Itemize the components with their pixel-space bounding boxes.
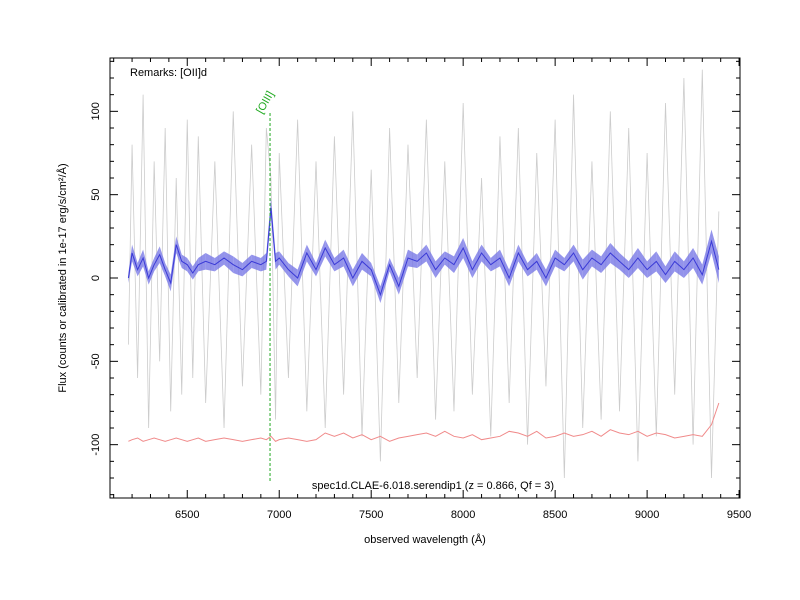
x-tick-label: 8500 xyxy=(543,509,567,521)
error-band xyxy=(674,251,684,278)
error-band xyxy=(362,253,372,277)
y-tick-label: -50 xyxy=(90,353,102,369)
error-band xyxy=(224,251,234,273)
y-tick-label: 50 xyxy=(90,189,102,201)
x-tick-label: 8000 xyxy=(451,509,475,521)
x-tick-label: 7000 xyxy=(267,509,291,521)
error-band xyxy=(334,249,344,272)
error-band xyxy=(490,249,500,272)
error-band xyxy=(582,249,592,280)
error-band xyxy=(555,249,565,272)
error-band xyxy=(288,263,298,287)
error-band xyxy=(601,243,611,273)
error-band xyxy=(233,256,243,277)
x-tick-label: 9500 xyxy=(727,509,751,521)
raw-flux-line xyxy=(127,69,720,479)
x-tick-label: 9000 xyxy=(635,509,659,521)
error-band xyxy=(628,248,638,278)
error-band xyxy=(260,253,267,272)
x-axis-label: observed wavelength (Å) xyxy=(364,533,486,546)
error-band xyxy=(417,244,427,268)
smoothed-flux-line xyxy=(127,207,720,297)
x-tick-label: 7500 xyxy=(359,509,383,521)
x-tick-label: 6500 xyxy=(175,509,199,521)
noise-line xyxy=(128,402,720,442)
plot-frame xyxy=(109,57,741,499)
y-tick-label: 100 xyxy=(90,102,102,120)
error-band xyxy=(683,248,694,278)
error-band xyxy=(481,244,491,272)
error-band xyxy=(637,248,648,278)
error-band xyxy=(435,251,445,278)
emission-line-label: [OIII] xyxy=(254,89,276,116)
error-band xyxy=(198,253,206,272)
error-band xyxy=(610,243,620,270)
error-band xyxy=(564,244,574,272)
y-tick-label: -100 xyxy=(90,434,102,456)
error-band xyxy=(444,251,454,273)
error-band xyxy=(275,251,280,270)
error-band xyxy=(647,251,657,278)
caption: spec1d.CLAE-6.018.serendip1 (z = 0.866, … xyxy=(312,480,554,492)
y-axis-label: Flux (counts or calibrated in 1e-17 erg/… xyxy=(56,163,69,392)
remarks: Remarks: [OII]d xyxy=(130,67,207,79)
y-tick-label: 0 xyxy=(90,275,102,281)
error-band xyxy=(407,249,418,268)
error-band xyxy=(205,253,215,272)
error-band xyxy=(527,253,537,277)
